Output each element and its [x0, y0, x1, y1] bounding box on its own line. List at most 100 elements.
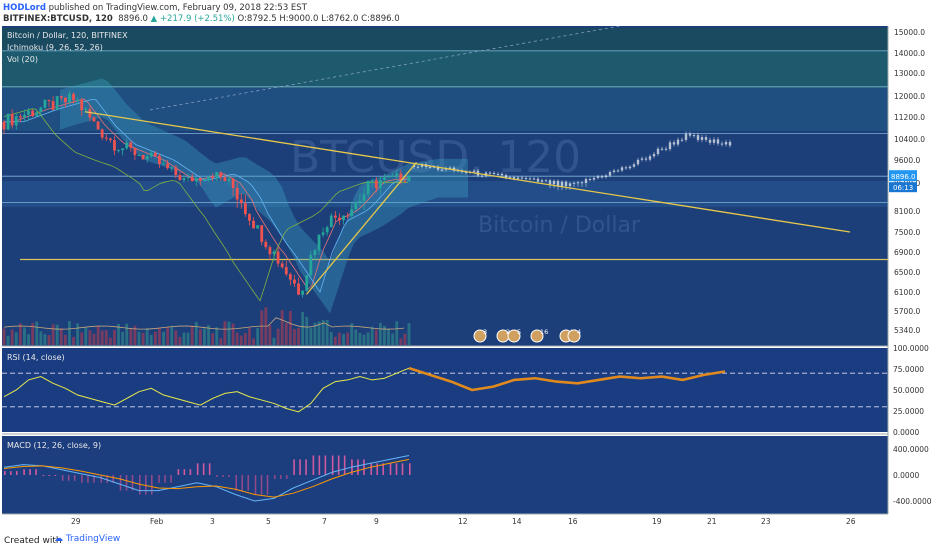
volume-bar [203, 328, 206, 345]
volume-bar [387, 328, 390, 345]
ghost-body [644, 158, 648, 160]
rsi-projection [408, 366, 726, 392]
candle-body [137, 154, 141, 156]
volume-bar [248, 327, 251, 345]
volume-bar [129, 328, 133, 345]
candle-body [166, 163, 170, 169]
ghost-body [624, 167, 628, 169]
ichimoku-legend[interactable]: Ichimoku (9, 26, 52, 26) [7, 43, 103, 52]
ghost-body [680, 139, 684, 141]
volume-bar [272, 337, 276, 345]
volume-bar [280, 310, 284, 345]
ghost-body [612, 170, 616, 173]
volume-bar [92, 333, 96, 345]
candle-body [198, 177, 202, 181]
time-axis: 29 Feb 3 5 7 9 12 14 16 19 21 23 26 [71, 517, 856, 526]
macd-histogram-bar [145, 475, 147, 495]
candle-body [190, 176, 194, 182]
support-trendline [306, 161, 417, 295]
price-axis-bg [888, 26, 932, 514]
candle-body [117, 150, 120, 152]
ghost-body [712, 139, 716, 143]
macd-histogram-bar [266, 475, 269, 495]
macd-histogram-bar [158, 475, 160, 483]
macd-histogram-bar [170, 475, 172, 483]
trendlines[interactable] [84, 111, 851, 295]
author-link[interactable]: HODLord [3, 3, 46, 13]
rsi-pane [2, 348, 888, 432]
rsi-tick: 0.0000 [893, 428, 919, 437]
price-tick: 13000.0 [894, 69, 925, 78]
volume-bar [190, 325, 194, 345]
rsi-legend[interactable]: RSI (14, close) [7, 353, 65, 362]
price-tick: 5700.0 [894, 307, 920, 316]
volume-bar [100, 330, 104, 345]
macd-histogram-bar [151, 475, 153, 495]
volume-bar [252, 338, 255, 345]
volume-bar [121, 331, 125, 345]
candle-body [174, 167, 178, 176]
macd-histogram-bar [389, 463, 392, 475]
candle-body [113, 140, 116, 151]
volume-bar [141, 332, 145, 345]
candle-body [366, 181, 370, 195]
resistance-trendline [84, 111, 851, 233]
ghost-body [416, 166, 420, 168]
candle-body [51, 101, 55, 110]
ghost-body [692, 135, 696, 137]
candle-body [182, 178, 186, 181]
symbol-label: BITFINEX:BTCUSD, 120 [3, 14, 113, 24]
volume-bar [223, 321, 227, 345]
ghost-body [448, 167, 452, 169]
event-badge: 4 [567, 328, 581, 343]
tradingview-logo[interactable]: ☁ TradingView [54, 534, 121, 544]
event-badges[interactable]: 32516404 [473, 328, 581, 343]
candle-body [248, 214, 251, 221]
volume-legend[interactable]: Vol (20) [7, 55, 38, 64]
candle-body [362, 194, 366, 201]
volume-bar [198, 329, 202, 345]
volume-bar [63, 334, 67, 345]
ghost-body [500, 173, 504, 176]
publish-info: published on TradingView.com, February 0… [48, 3, 307, 13]
ghost-body [584, 178, 588, 183]
candle-body [280, 263, 284, 268]
ghost-body [652, 154, 656, 157]
svg-text:16: 16 [540, 328, 548, 336]
publish-header: HODLord published on TradingView.com, Fe… [0, 0, 932, 26]
macd-histogram-bar [216, 475, 218, 477]
candle-body [338, 217, 341, 221]
ghost-body [616, 170, 620, 172]
volume-bar [153, 331, 157, 345]
ghost-body [440, 169, 444, 171]
candle-body [14, 116, 18, 126]
ghost-body [472, 170, 476, 172]
watermark-symbol: BTCUSD, 120 [290, 132, 581, 183]
candle-body [256, 225, 260, 229]
candle-body [268, 247, 272, 255]
volume-bar [76, 323, 80, 345]
ghost-body [568, 183, 572, 187]
candle-body [63, 97, 67, 103]
candle-body [100, 129, 104, 138]
ghost-body [684, 133, 688, 140]
volume-bar [338, 332, 341, 345]
volume-bar [72, 336, 75, 345]
candle-body [178, 175, 182, 181]
macd-legend[interactable]: MACD (12, 26, close, 9) [7, 441, 102, 450]
ghost-body [648, 156, 652, 160]
macd-histogram-bar [395, 463, 398, 475]
candle-body [68, 93, 71, 103]
volume-bar [88, 330, 92, 345]
ghost-body [528, 178, 532, 180]
ghost-body [660, 148, 664, 150]
ghost-body [728, 141, 732, 146]
macd-histogram-bar [196, 463, 199, 475]
volume-bar [350, 323, 354, 345]
volume-bar [342, 334, 345, 345]
volume-bar [378, 322, 382, 345]
candle-body [10, 113, 14, 126]
ghost-body [488, 172, 492, 174]
macd-histogram-bar [87, 475, 89, 483]
